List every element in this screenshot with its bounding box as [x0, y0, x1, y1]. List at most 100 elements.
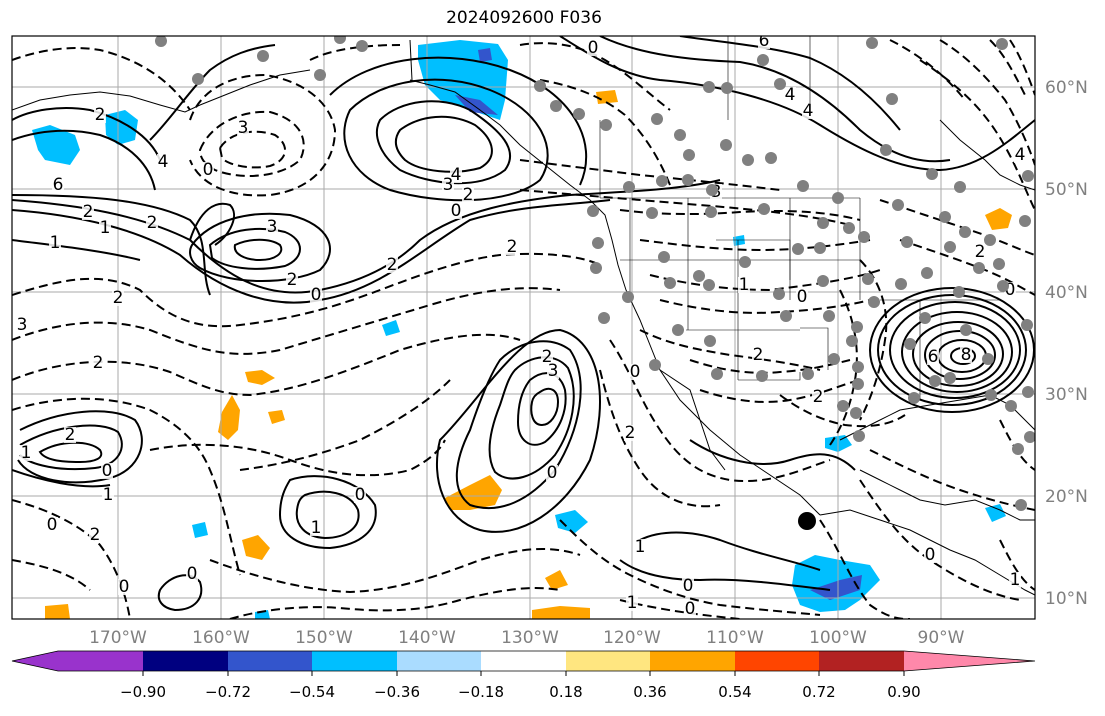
contour-label-bg	[310, 520, 322, 536]
colorbar-segment	[312, 651, 398, 671]
lon-label: 90°W	[918, 628, 965, 648]
lon-label: 100°W	[809, 628, 867, 648]
lat-label: 10°N	[1045, 589, 1088, 609]
contour-label-bg	[64, 427, 76, 443]
latitude-labels: 60°N 50°N 40°N 30°N 20°N 10°N	[1045, 78, 1088, 609]
shade-aleutian-neg1	[32, 125, 80, 165]
contour-label: 0	[797, 287, 808, 307]
contour-label-bg	[634, 539, 646, 555]
contour-label: 0	[685, 599, 696, 619]
shade-neg-gulf	[985, 504, 1006, 522]
colorbar-tick-label: 0.36	[633, 683, 666, 701]
contour-label: 0	[630, 362, 641, 382]
contour-label-bg	[450, 203, 462, 219]
contour-label: 2	[387, 255, 398, 275]
contour-label: 2	[147, 213, 158, 233]
contour-label-bg	[547, 363, 559, 379]
contour-label-bg	[738, 277, 750, 293]
colorbar-segment	[228, 651, 314, 671]
lon-label: 130°W	[501, 628, 559, 648]
contour-label: 1	[103, 485, 114, 505]
shade-orange-pac3	[545, 570, 568, 590]
colorbar-tick-label: 0.18	[549, 683, 582, 701]
contour-label: 3	[238, 118, 249, 138]
contour-label: 2	[463, 185, 474, 205]
lon-label: 150°W	[295, 628, 353, 648]
contour-label-bg	[386, 257, 398, 273]
shade-orange-bc	[985, 208, 1012, 230]
contour-label-bg	[758, 36, 770, 49]
contour-label-bg	[237, 120, 249, 136]
contour-label-bg	[310, 287, 322, 303]
contour-label-bg	[1009, 572, 1021, 588]
contour-label-bg	[684, 601, 696, 617]
contour-label: 2	[813, 387, 824, 407]
contour-label: 0	[311, 285, 322, 305]
shade-orange-pac5	[45, 604, 70, 619]
lon-label: 110°W	[706, 628, 764, 648]
contour-label: 6	[759, 31, 770, 51]
contour-label-bg	[682, 578, 694, 594]
shade-orange-nw	[596, 90, 618, 104]
contour-label-bg	[624, 425, 636, 441]
contour-label-bg	[99, 220, 111, 236]
contour-label-bg	[186, 566, 198, 582]
shade-neg-south-core	[810, 575, 862, 600]
colorbar-segment	[650, 651, 736, 671]
shade-alaska-neg-core	[478, 48, 492, 62]
shade-neg-pac3	[555, 510, 588, 533]
contour-label: 2	[542, 347, 553, 367]
colorbar-tick-label: 0.72	[802, 683, 835, 701]
contour-label-bg	[354, 487, 366, 503]
contour-label: 2	[287, 270, 298, 290]
colorbar-segment	[735, 651, 821, 671]
colorbar-segment	[819, 651, 905, 671]
contour-label-bg	[960, 347, 972, 363]
shade-orange-hawaii1	[245, 370, 275, 385]
contour-label: 3	[443, 175, 454, 195]
contour-label-bg	[784, 87, 796, 103]
contour-label-bg	[626, 595, 638, 611]
colorbar	[11, 650, 1036, 672]
contour-label-bg	[812, 389, 824, 405]
contour-label: 0	[203, 160, 214, 180]
contour-label: 2	[95, 105, 106, 125]
contour-label-bg	[752, 347, 764, 363]
colorbar-ticks	[142, 671, 905, 676]
contour-label-bg	[462, 187, 474, 203]
contour-label: 0	[925, 545, 936, 565]
contour-label: 2	[113, 288, 124, 308]
shade-orange-hawaii2	[218, 395, 240, 440]
shade-neg-mid	[733, 235, 745, 246]
contour-label-bg	[442, 177, 454, 193]
colorbar-tick-label: −0.36	[374, 683, 420, 701]
station-markers	[155, 36, 1035, 511]
colorbar-extend-left	[12, 651, 58, 671]
contour-label: 2	[93, 353, 104, 373]
contour-label-bg	[974, 244, 986, 260]
contour-label: 2	[753, 345, 764, 365]
contour-label-bg	[102, 487, 114, 503]
contour-label: 0	[588, 38, 599, 58]
contour-label: 4	[1015, 145, 1026, 165]
contour-label: 1	[739, 275, 750, 295]
colorbar-tick-label: −0.54	[289, 683, 335, 701]
contour-label-bg	[146, 215, 158, 231]
contour-label: 4	[158, 152, 169, 172]
contour-label: 0	[187, 564, 198, 584]
contour-label-bg	[16, 317, 28, 333]
contour-label: 4	[803, 101, 814, 121]
map-title: 2024092600 F036	[446, 8, 602, 28]
colorbar-segment	[143, 651, 229, 671]
contour-label: 4	[451, 165, 462, 185]
contour-label-bg	[49, 235, 61, 251]
contour-label-bg	[89, 527, 101, 543]
contour-label: 1	[21, 443, 32, 463]
contour-label: 1	[627, 593, 638, 613]
colorbar-segment	[397, 651, 483, 671]
contour-label-bg	[101, 463, 113, 479]
contour-label-bg	[266, 219, 278, 235]
contour-label-bg	[286, 272, 298, 288]
